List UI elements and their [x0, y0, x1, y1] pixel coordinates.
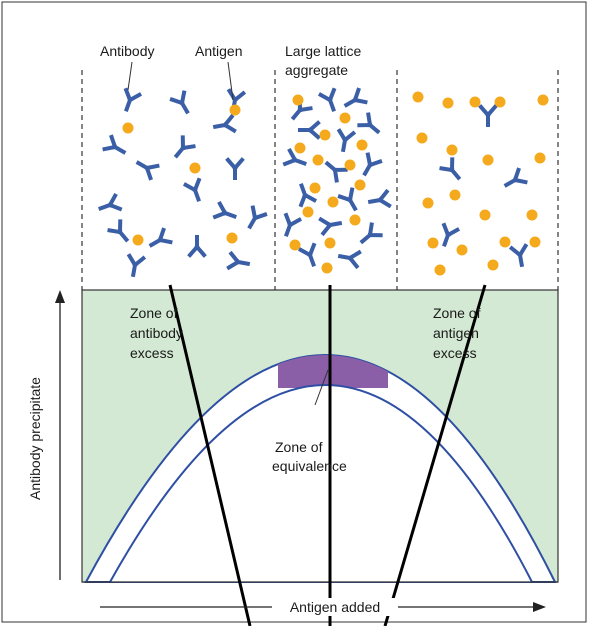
- label-line: Zone of: [275, 439, 323, 455]
- antigen: [295, 143, 306, 154]
- label-line: antigen: [433, 325, 479, 341]
- antigen: [355, 180, 366, 191]
- antigen: [435, 265, 446, 276]
- x-axis-label: Antigen added: [290, 599, 380, 615]
- antigen: [457, 245, 468, 256]
- antigen: [423, 198, 434, 209]
- antigen: [530, 237, 541, 248]
- label-line: antibody: [130, 325, 183, 341]
- antigen: [293, 95, 304, 106]
- antigen: [500, 237, 511, 248]
- antigen: [450, 190, 461, 201]
- antigen: [290, 240, 301, 251]
- antigen: [480, 210, 491, 221]
- antigen: [443, 98, 454, 109]
- y-axis-label: Antibody precipitate: [27, 377, 43, 500]
- antigen: [325, 238, 336, 249]
- antigen: [345, 160, 356, 171]
- antigen: [230, 105, 241, 116]
- antigen: [310, 183, 321, 194]
- label-line: Large lattice: [285, 43, 361, 59]
- label-line: Zone of: [433, 305, 481, 321]
- antigen: [488, 260, 499, 271]
- label-line: excess: [433, 345, 477, 361]
- antigen: [350, 215, 361, 226]
- antigen: [483, 155, 494, 166]
- zone-antigen-excess: Zone of antigen excess: [433, 305, 481, 361]
- antigen: [320, 130, 331, 141]
- label-line: Zone of: [130, 305, 178, 321]
- antigen: [313, 155, 324, 166]
- antigen: [227, 233, 238, 244]
- antigen: [417, 133, 428, 144]
- label-line: aggregate: [285, 62, 348, 78]
- antigen: [328, 197, 339, 208]
- antigen: [357, 140, 368, 151]
- antigen: [447, 145, 458, 156]
- label-line: excess: [130, 345, 174, 361]
- antigen: [190, 163, 201, 174]
- antigen-label: Antigen: [195, 43, 242, 59]
- antigen: [133, 235, 144, 246]
- antigen: [470, 97, 481, 108]
- antigen: [123, 123, 134, 134]
- antigen: [538, 95, 549, 106]
- antigen: [340, 113, 351, 124]
- antigen: [413, 92, 424, 103]
- antigen: [535, 153, 546, 164]
- diagram: Antibody Antigen Large latticeaggregate …: [0, 0, 589, 626]
- antigen: [428, 238, 439, 249]
- label-line: equivalence: [272, 458, 347, 474]
- antigen: [322, 263, 333, 274]
- antigen: [303, 207, 314, 218]
- antigen: [495, 97, 506, 108]
- antibody-label: Antibody: [100, 43, 154, 59]
- antigen: [527, 210, 538, 221]
